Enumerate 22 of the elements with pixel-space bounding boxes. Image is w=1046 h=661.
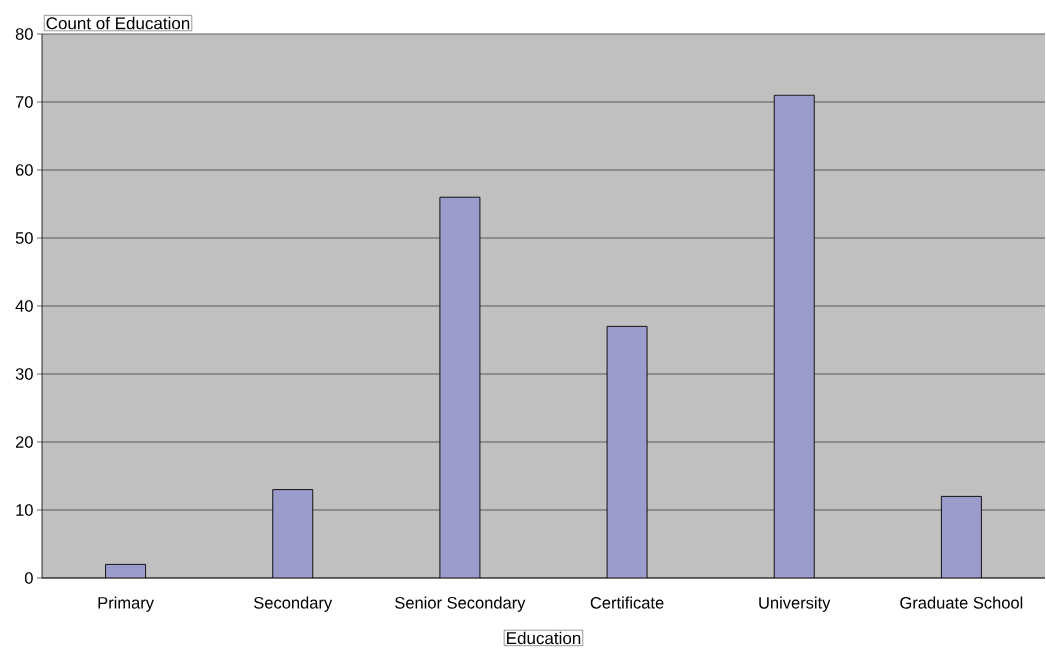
bar bbox=[272, 489, 313, 578]
y-tick-label: 0 bbox=[24, 572, 33, 584]
bar bbox=[439, 197, 480, 578]
y-tick-label: 50 bbox=[15, 232, 33, 244]
x-axis-title: Education bbox=[507, 631, 581, 645]
y-tick-label: 30 bbox=[15, 368, 33, 380]
y-tick-label: 10 bbox=[16, 504, 33, 516]
y-tick-label: 80 bbox=[15, 28, 33, 40]
x-tick-label: University bbox=[759, 596, 831, 612]
x-tick-label: Senior Secondary bbox=[395, 596, 526, 612]
y-tick-label: 70 bbox=[15, 96, 33, 108]
y-tick-label: 20 bbox=[15, 436, 33, 448]
y-tick-label: 40 bbox=[15, 300, 33, 312]
y-axis-title: Count of Education bbox=[46, 16, 190, 30]
x-tick-label: Primary bbox=[98, 596, 154, 612]
x-tick-label: Graduate School bbox=[900, 596, 1023, 609]
bar bbox=[940, 495, 982, 578]
x-tick-label: Certificate bbox=[590, 596, 664, 609]
bar bbox=[607, 326, 648, 578]
x-tick-label: Secondary bbox=[254, 596, 333, 612]
bar bbox=[774, 95, 815, 578]
y-tick-label: 60 bbox=[15, 164, 33, 176]
